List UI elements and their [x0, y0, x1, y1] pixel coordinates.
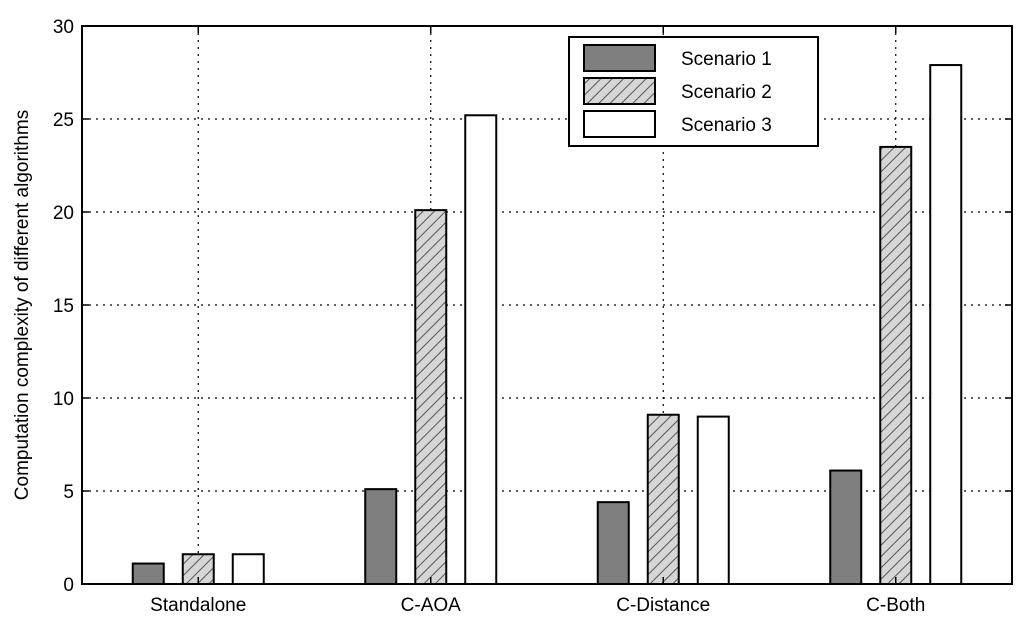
y-tick-label: 15	[53, 296, 74, 317]
bar-scenario-2-c-both	[879, 145, 913, 585]
bar-scenario-1-c-aoa	[364, 488, 398, 586]
y-tick-label: 30	[53, 17, 74, 38]
bar-scenario-2-standalone	[181, 553, 215, 585]
x-tick-labels: Standalone C-AOA C-Distance C-Both	[150, 595, 925, 616]
y-tick-label: 5	[63, 482, 74, 503]
x-tick-label: C-AOA	[401, 595, 462, 616]
plot-frame	[81, 25, 1013, 585]
bar-scenario-2-c-distance	[646, 413, 680, 585]
bar-scenario-3-c-aoa	[464, 114, 498, 585]
legend-swatch	[583, 77, 656, 105]
x-tick-label: C-Distance	[616, 595, 710, 616]
y-tick-label: 25	[53, 110, 74, 131]
x-tick-label: C-Both	[866, 595, 925, 616]
bar-scenario-1-standalone	[131, 562, 165, 585]
y-tick-label: 20	[53, 203, 74, 224]
bar-scenario-3-standalone	[231, 553, 265, 585]
legend-label: Scenario 1	[681, 49, 772, 70]
y-tick-label: 0	[63, 575, 74, 596]
bar-scenario-3-c-both	[929, 64, 963, 585]
bar-scenario-1-c-distance	[596, 501, 630, 585]
grid-lines	[82, 26, 1012, 584]
bar-scenario-2-c-aoa	[414, 209, 448, 585]
x-tick-label: Standalone	[150, 595, 246, 616]
bars	[131, 64, 963, 586]
legend-swatch	[583, 44, 656, 72]
bar-scenario-1-c-both	[829, 469, 863, 586]
y-tick-label: 10	[53, 389, 74, 410]
y-tick-labels: 0 5 10 15 20 25 30	[53, 17, 74, 596]
bar-scenario-3-c-distance	[696, 415, 730, 585]
legend-label: Scenario 3	[681, 115, 772, 136]
legend-label: Scenario 2	[681, 82, 772, 103]
tick-marks	[82, 25, 1012, 585]
legend: Scenario 1 Scenario 2 Scenario 3	[568, 36, 819, 147]
legend-swatch	[583, 110, 656, 138]
y-axis-label: Computation complexity of different algo…	[12, 110, 33, 500]
